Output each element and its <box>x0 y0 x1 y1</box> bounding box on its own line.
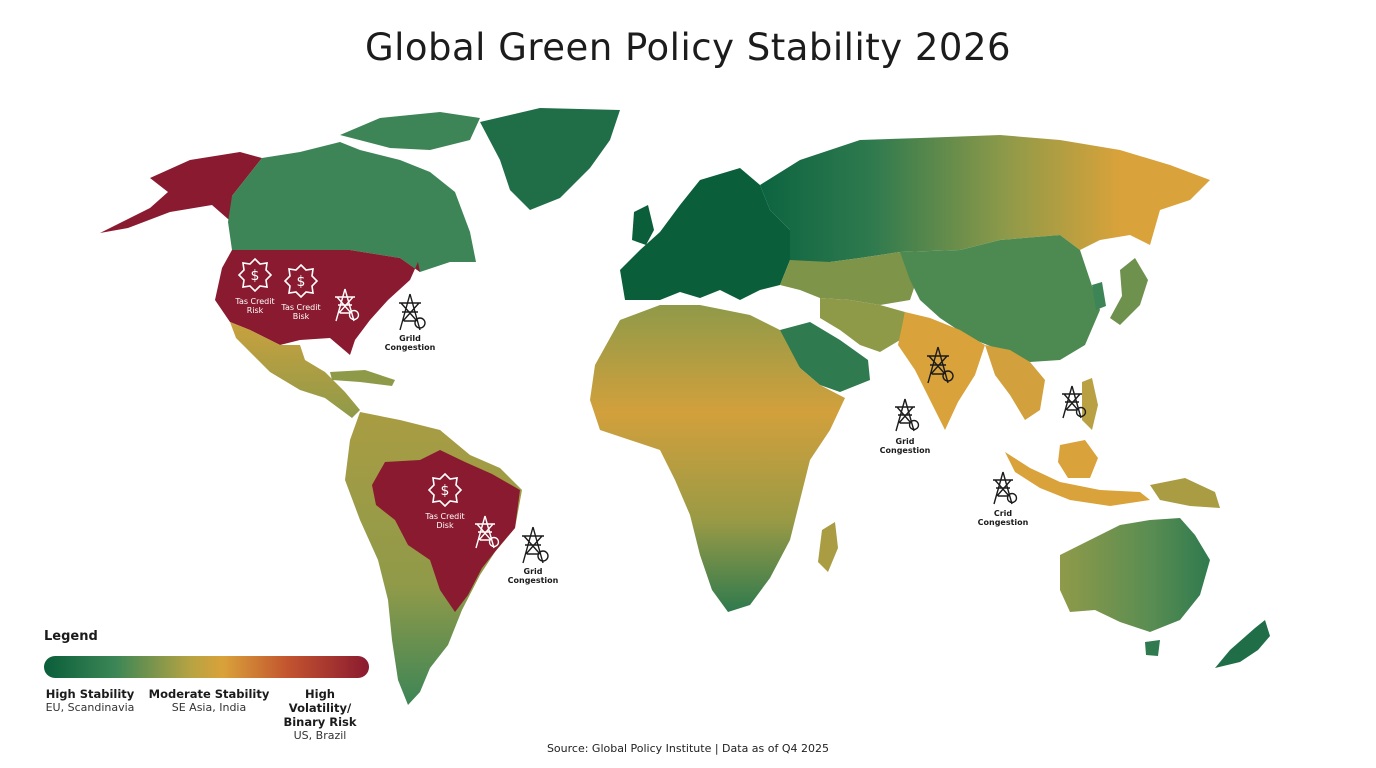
grid-tower-icon <box>895 398 920 432</box>
svg-text:$: $ <box>251 268 260 284</box>
marker-label: Tas Credit <box>424 512 464 521</box>
svg-text:$: $ <box>441 483 450 499</box>
marker-label: Congestion <box>385 343 436 352</box>
region-alaska <box>100 152 262 233</box>
region-usa <box>215 250 420 355</box>
region-new-zealand <box>1215 620 1270 668</box>
tax-credit-icon: $ <box>283 263 319 299</box>
region-tasmania <box>1145 640 1160 656</box>
marker-label: Grild <box>399 334 421 343</box>
marker-label: Risk <box>247 306 264 315</box>
legend-labels: High Stability EU, Scandinavia Moderate … <box>44 687 374 747</box>
region-arctic-islands <box>340 112 480 150</box>
region-canada <box>228 142 476 272</box>
legend-title: Legend <box>44 629 98 644</box>
marker-label: Congestion <box>508 576 559 585</box>
map-markers: $ Tas Credit Risk $ Tas Credit Bisk Gril… <box>234 257 1087 585</box>
grid-tower-icon <box>399 293 426 331</box>
region-indonesia <box>1005 452 1150 506</box>
region-borneo <box>1058 440 1098 478</box>
region-china <box>900 235 1100 362</box>
legend-item-moderate-stability: Moderate Stability SE Asia, India <box>146 687 272 715</box>
region-new-guinea <box>1150 478 1220 508</box>
marker-label: Grid <box>896 437 915 446</box>
region-se-asia <box>985 345 1045 420</box>
marker-label: Grid <box>524 567 543 576</box>
grid-tower-icon <box>335 288 360 322</box>
grid-tower-icon <box>475 515 500 549</box>
region-africa <box>590 305 845 612</box>
region-caribbean <box>330 370 395 386</box>
grid-tower-icon <box>1062 385 1087 419</box>
grid-tower-icon <box>927 346 954 384</box>
legend-color-scale <box>44 656 369 678</box>
marker-label: Tas Credit <box>234 297 274 306</box>
region-australia <box>1060 518 1210 632</box>
region-europe <box>620 168 790 300</box>
marker-label: Crid <box>994 509 1013 518</box>
legend-item-subtitle: SE Asia, India <box>171 701 247 714</box>
marker-label: Congestion <box>880 446 931 455</box>
region-japan <box>1110 258 1148 325</box>
region-madagascar <box>818 522 838 572</box>
region-uk <box>632 205 654 245</box>
region-greenland <box>480 108 620 210</box>
region-eurasia <box>760 135 1210 270</box>
region-mexico <box>230 322 360 418</box>
legend-item-title: High Stability <box>45 687 135 701</box>
legend-item-subtitle: EU, Scandinavia <box>45 701 135 714</box>
page-title: Global Green Policy Stability 2026 <box>364 26 1012 69</box>
legend-item-subtitle: US, Brazil <box>293 729 347 742</box>
region-brazil <box>372 450 520 612</box>
region-iran <box>820 298 905 352</box>
region-central-asia <box>780 252 920 305</box>
region-korea <box>1092 282 1106 310</box>
marker-label: Congestion <box>978 518 1029 527</box>
tax-credit-icon: $ <box>427 472 463 508</box>
svg-text:$: $ <box>297 274 306 290</box>
landmasses <box>100 108 1270 705</box>
region-philippines <box>1082 378 1098 430</box>
legend-item-high-volatility: High Volatility/ Binary Risk US, Brazil <box>274 687 366 743</box>
marker-label: Bisk <box>293 312 310 321</box>
grid-tower-icon <box>993 471 1018 505</box>
legend-item-high-stability: High Stability EU, Scandinavia <box>44 687 136 715</box>
legend: Legend High Stability EU, Scandinavia Mo… <box>44 629 374 747</box>
marker-label: Disk <box>436 521 454 530</box>
legend-item-title: High Volatility/ Binary Risk <box>283 687 357 729</box>
tax-credit-icon: $ <box>237 257 273 293</box>
region-arabia <box>780 322 870 392</box>
marker-label: Tas Credit <box>280 303 320 312</box>
grid-tower-icon <box>522 526 549 564</box>
legend-item-title: Moderate Stability <box>148 687 270 701</box>
source-note: Source: Global Policy Institute | Data a… <box>546 742 830 755</box>
